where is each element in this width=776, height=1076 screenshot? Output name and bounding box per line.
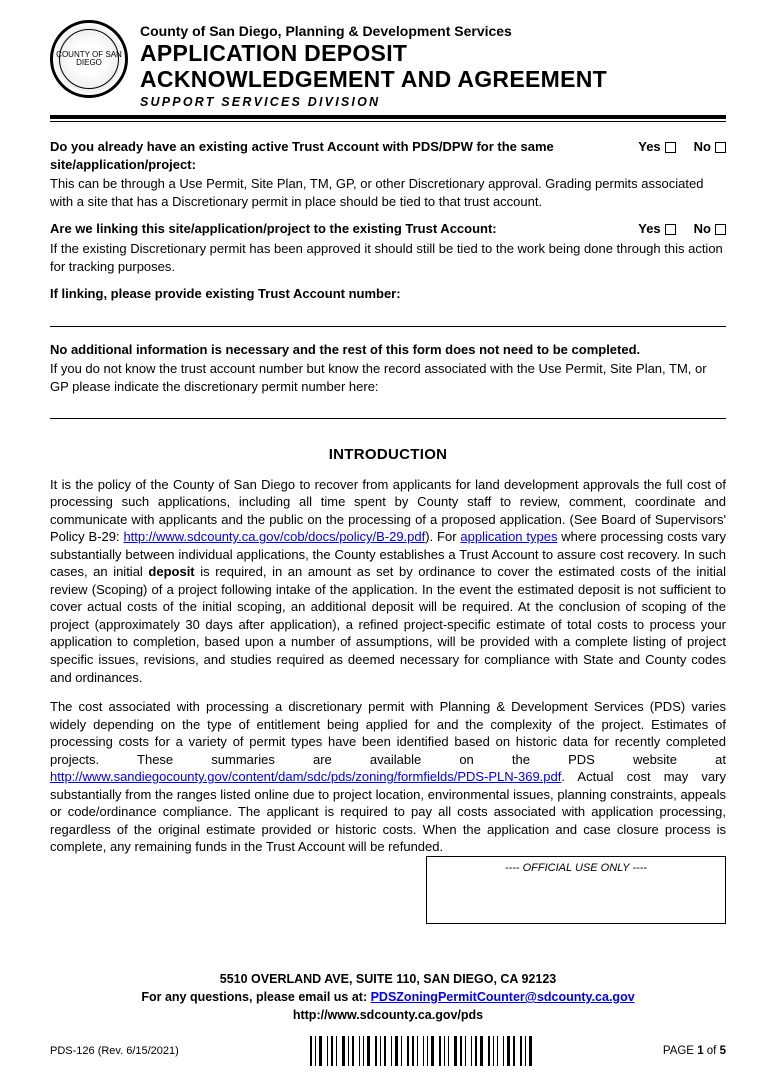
intro-p1-text-b: ). For <box>425 529 460 544</box>
department-name: County of San Diego, Planning & Developm… <box>140 22 726 41</box>
question-3-prompt: If linking, please provide existing Trus… <box>50 285 726 303</box>
q2-yes-checkbox[interactable] <box>665 224 676 235</box>
footer-address: 5510 OVERLAND AVE, SUITE 110, SAN DIEGO,… <box>50 970 726 988</box>
footer-email-prefix: For any questions, please email us at: <box>141 990 370 1004</box>
barcode-icon <box>281 1036 561 1066</box>
question-3-block: If linking, please provide existing Trus… <box>50 285 726 327</box>
question-1-explain: This can be through a Use Permit, Site P… <box>50 175 726 210</box>
form-title-line2: ACKNOWLEDGEMENT AND AGREEMENT <box>140 67 726 93</box>
header-rule-thin <box>50 121 726 122</box>
intro-p2-text-a: The cost associated with processing a di… <box>50 699 726 767</box>
deposit-emphasis: deposit <box>148 564 194 579</box>
question-2-text: Are we linking this site/application/pro… <box>50 220 618 238</box>
question-1-text: Do you already have an existing active T… <box>50 138 618 173</box>
footer-address-block: 5510 OVERLAND AVE, SUITE 110, SAN DIEGO,… <box>50 970 726 1024</box>
intro-paragraph-2: The cost associated with processing a di… <box>50 698 726 856</box>
page-indicator: PAGE 1 of 5 <box>663 1044 726 1060</box>
intro-paragraph-1: It is the policy of the County of San Di… <box>50 476 726 687</box>
q1-yes-label: Yes <box>638 138 660 156</box>
footer-bottom-row: PDS-126 (Rev. 6/15/2021) PAGE 1 of 5 <box>50 1036 726 1066</box>
page-of-label: of <box>704 1045 720 1057</box>
question-4-block: No additional information is necessary a… <box>50 341 726 420</box>
trust-account-number-field[interactable] <box>50 309 726 327</box>
intro-p1-text-d: is required, in an amount as set by ordi… <box>50 564 726 684</box>
form-id-revision: PDS-126 (Rev. 6/15/2021) <box>50 1044 179 1059</box>
official-use-only-box: ---- OFFICIAL USE ONLY ---- <box>426 856 726 924</box>
q1-no-label: No <box>694 138 711 156</box>
question-1-block: Do you already have an existing active T… <box>50 138 726 210</box>
seal-text: COUNTY OF SAN DIEGO <box>53 51 125 67</box>
q2-yes-label: Yes <box>638 220 660 238</box>
form-header: COUNTY OF SAN DIEGO County of San Diego,… <box>50 20 726 111</box>
q1-yes-checkbox[interactable] <box>665 142 676 153</box>
county-seal-icon: COUNTY OF SAN DIEGO <box>50 20 128 98</box>
official-use-only-label: ---- OFFICIAL USE ONLY ---- <box>505 862 647 874</box>
introduction-heading: INTRODUCTION <box>50 445 726 465</box>
application-types-link[interactable]: application types <box>460 529 557 544</box>
footer-email-link[interactable]: PDSZoningPermitCounter@sdcounty.ca.gov <box>371 990 635 1004</box>
pds-pln-369-link[interactable]: http://www.sandiegocounty.gov/content/da… <box>50 769 561 784</box>
form-title-line1: APPLICATION DEPOSIT <box>140 41 726 67</box>
policy-b29-link[interactable]: http://www.sdcounty.ca.gov/cob/docs/poli… <box>123 529 425 544</box>
question-2-block: Are we linking this site/application/pro… <box>50 220 726 275</box>
page-label: PAGE <box>663 1045 697 1057</box>
discretionary-permit-number-field[interactable] <box>50 401 726 419</box>
question-1-answers: Yes No <box>638 138 726 156</box>
division-name: SUPPORT SERVICES DIVISION <box>140 94 726 111</box>
q2-no-checkbox[interactable] <box>715 224 726 235</box>
question-2-explain: If the existing Discretionary permit has… <box>50 240 726 275</box>
q1-no-checkbox[interactable] <box>715 142 726 153</box>
question-2-answers: Yes No <box>638 220 726 238</box>
question-4-explain: If you do not know the trust account num… <box>50 360 726 395</box>
page-total: 5 <box>720 1045 726 1057</box>
footer-url: http://www.sdcounty.ca.gov/pds <box>50 1006 726 1024</box>
no-additional-info-text: No additional information is necessary a… <box>50 341 726 359</box>
header-rule-thick <box>50 115 726 119</box>
q2-no-label: No <box>694 220 711 238</box>
header-titles: County of San Diego, Planning & Developm… <box>140 20 726 111</box>
